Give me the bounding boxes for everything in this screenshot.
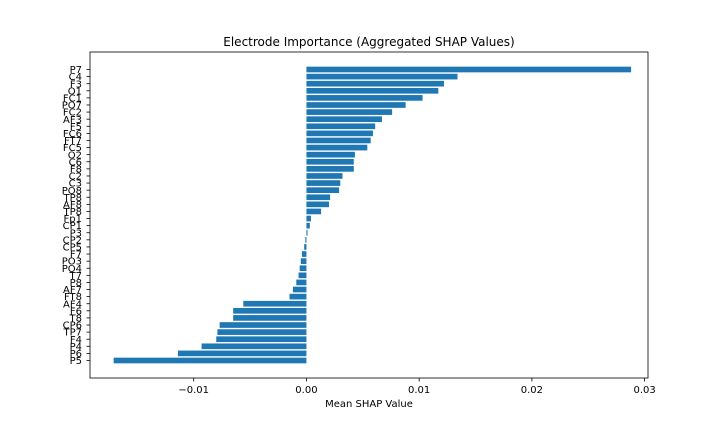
bar-28 — [299, 265, 307, 272]
bar-16 — [306, 180, 341, 186]
bar-18 — [306, 194, 331, 201]
bar-3 — [306, 87, 439, 94]
y-tick-label-13: C6 — [69, 157, 82, 168]
bar-14 — [306, 166, 354, 172]
plot-frame — [89, 51, 649, 379]
y-tick-label-38: F4 — [70, 335, 82, 346]
x-axis: −0.01 0.00 0.01 0.02 0.03 — [178, 378, 656, 396]
y-tick-label-41: P5 — [70, 356, 82, 367]
y-tick-label-28: PO4 — [62, 264, 82, 275]
y-tick-label-27: PO3 — [62, 257, 82, 268]
bar-34 — [233, 307, 307, 314]
y-tick-label-36: CP6 — [63, 321, 82, 332]
y-tick-label-6: FC2 — [63, 108, 82, 119]
y-tick-label-37: TP7 — [62, 328, 82, 339]
y-tick-label-30: P8 — [70, 278, 82, 289]
y-tick-label-4: FC1 — [63, 93, 82, 104]
bar-26 — [301, 251, 307, 257]
y-tick-label-24: CP2 — [63, 235, 82, 246]
bar-8 — [306, 123, 376, 130]
y-tick-label-18: TP8 — [62, 193, 82, 204]
y-tick-label-22: CP1 — [63, 221, 82, 232]
y-tick-label-10: FT7 — [64, 136, 82, 147]
bar-13 — [306, 158, 354, 165]
bar-29 — [298, 272, 307, 279]
bar-37 — [217, 329, 307, 335]
y-tick-label-14: F8 — [70, 164, 82, 175]
y-tick-label-16: C3 — [69, 179, 82, 190]
x-tick-label-0: −0.01 — [178, 385, 209, 396]
bar-38 — [216, 336, 307, 343]
y-tick-label-20: TP8 — [62, 207, 82, 218]
y-tick-label-33: AF4 — [63, 299, 82, 310]
y-tick-label-35: T8 — [69, 314, 82, 325]
bar-35 — [233, 315, 307, 321]
bar-9 — [306, 130, 373, 137]
y-axis: P7C4F3O1FC1PO7FC2AF3F5FC6FT7FC5O2C6F8C2C… — [62, 65, 90, 367]
y-tick-label-15: C2 — [69, 172, 82, 183]
y-tick-label-1: C4 — [69, 72, 82, 83]
bar-6 — [306, 109, 393, 115]
bar-27 — [300, 258, 307, 264]
y-tick-label-0: P7 — [70, 65, 82, 76]
bar-1 — [306, 73, 458, 80]
y-tick-label-8: F5 — [70, 122, 82, 133]
bar-4 — [306, 95, 423, 101]
bar-41 — [113, 357, 307, 364]
y-tick-label-32: FT8 — [64, 292, 82, 303]
y-tick-label-25: CP5 — [63, 243, 82, 254]
bar-19 — [306, 201, 329, 208]
bar-12 — [306, 151, 355, 158]
y-tick-label-19: AF8 — [63, 200, 82, 211]
y-tick-label-2: F3 — [70, 79, 82, 90]
bars-group — [113, 66, 632, 364]
bar-20 — [306, 208, 322, 215]
bar-7 — [306, 116, 382, 123]
bar-23 — [306, 229, 308, 236]
bar-10 — [306, 137, 371, 144]
y-tick-label-7: AF3 — [63, 115, 82, 126]
y-tick-label-11: FC5 — [63, 143, 82, 154]
y-tick-label-40: P6 — [70, 349, 82, 360]
y-tick-label-31: AF7 — [63, 285, 82, 296]
y-tick-label-34: F6 — [70, 306, 82, 317]
x-tick-label-3: 0.02 — [521, 385, 543, 396]
bar-32 — [289, 293, 307, 300]
bar-40 — [177, 350, 307, 357]
bar-31 — [292, 286, 307, 293]
bar-2 — [306, 80, 444, 87]
x-tick-label-1: 0.00 — [295, 385, 317, 396]
y-tick-label-5: PO7 — [62, 101, 82, 112]
bar-25 — [304, 244, 307, 250]
bar-30 — [296, 279, 307, 286]
chart-title: Electrode Importance (Aggregated SHAP Va… — [223, 35, 514, 49]
x-tick-label-2: 0.01 — [408, 385, 430, 396]
y-tick-label-12: O2 — [68, 150, 82, 161]
y-tick-label-9: FC6 — [63, 129, 82, 140]
x-tick-label-4: 0.03 — [633, 385, 655, 396]
bar-22 — [306, 222, 310, 229]
y-tick-label-23: P3 — [70, 228, 82, 239]
y-tick-label-21: Fp1 — [64, 214, 82, 225]
bar-17 — [306, 187, 340, 193]
bar-36 — [219, 322, 307, 328]
x-axis-label: Mean SHAP Value — [325, 399, 413, 410]
bar-5 — [306, 102, 406, 108]
y-tick-label-3: O1 — [68, 86, 82, 97]
bar-24 — [305, 237, 307, 243]
bar-39 — [201, 343, 307, 350]
bar-15 — [306, 173, 343, 179]
y-tick-label-17: PO8 — [62, 186, 82, 197]
y-tick-label-29: T7 — [69, 271, 82, 282]
bar-21 — [306, 215, 311, 222]
y-tick-label-26: F7 — [70, 250, 82, 261]
bar-11 — [306, 144, 368, 151]
bar-0 — [306, 66, 632, 73]
y-tick-label-39: P4 — [70, 342, 82, 353]
bar-33 — [243, 300, 307, 307]
